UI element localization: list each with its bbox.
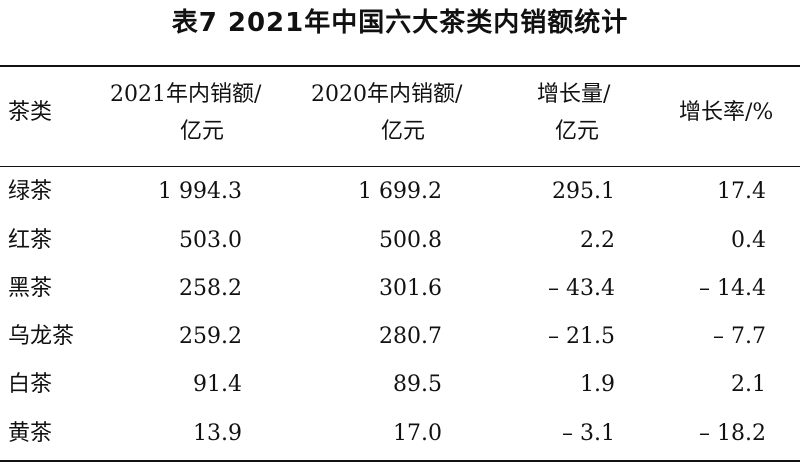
row-sales-2021: 91.4 bbox=[193, 372, 242, 397]
header-growth-line1: 增长量/ bbox=[537, 82, 611, 107]
table-bottom-rule bbox=[0, 460, 800, 462]
row-sales-2020: 301.6 bbox=[379, 276, 442, 301]
row-sales-2021: 259.2 bbox=[179, 324, 242, 349]
row-sales-2020: 89.5 bbox=[393, 372, 442, 397]
row-growth: – 3.1 bbox=[562, 421, 615, 446]
row-rate: 2.1 bbox=[731, 372, 766, 397]
row-growth: 2.2 bbox=[580, 228, 615, 253]
header-category-label: 茶类 bbox=[8, 100, 53, 125]
row-sales-2020: 1 699.2 bbox=[358, 179, 442, 204]
row-sales-2021: 503.0 bbox=[179, 228, 242, 253]
row-rate: – 7.7 bbox=[713, 324, 766, 349]
row-growth: 1.9 bbox=[580, 372, 615, 397]
table-header-rule bbox=[0, 166, 800, 167]
row-rate: – 18.2 bbox=[699, 421, 766, 446]
header-category: 茶类 bbox=[8, 94, 52, 131]
table-row: 红茶 503.0 500.8 2.2 0.4 bbox=[0, 216, 800, 265]
row-growth: – 21.5 bbox=[548, 324, 615, 349]
row-name: 红茶 bbox=[8, 228, 53, 253]
row-name: 白茶 bbox=[8, 372, 53, 397]
row-sales-2020: 17.0 bbox=[393, 421, 442, 446]
header-rate-label: 增长率/% bbox=[679, 100, 774, 125]
row-rate: 0.4 bbox=[731, 228, 766, 253]
header-growth-line2: 亿元 bbox=[555, 119, 600, 144]
row-rate: 17.4 bbox=[717, 179, 766, 204]
table-top-rule bbox=[0, 65, 800, 67]
row-growth: – 43.4 bbox=[548, 276, 615, 301]
header-sales-2021-line2: 亿元 bbox=[180, 119, 225, 144]
row-sales-2021: 1 994.3 bbox=[158, 179, 242, 204]
table-row: 黑茶 258.2 301.6 – 43.4 – 14.4 bbox=[0, 264, 800, 313]
table-row: 绿茶 1 994.3 1 699.2 295.1 17.4 bbox=[0, 167, 800, 216]
row-rate: – 14.4 bbox=[699, 276, 766, 301]
header-sales-2021-line1: 2021年内销额/ bbox=[110, 82, 262, 107]
table-row: 乌龙茶 259.2 280.7 – 21.5 – 7.7 bbox=[0, 312, 800, 361]
table-row: 白茶 91.4 89.5 1.9 2.1 bbox=[0, 360, 800, 409]
row-growth: 295.1 bbox=[552, 179, 615, 204]
row-sales-2021: 258.2 bbox=[179, 276, 242, 301]
header-rate: 增长率/% bbox=[679, 94, 773, 131]
header-sales-2021: 2021年内销额/ 亿元 bbox=[110, 76, 261, 150]
header-sales-2020-line1: 2020年内销额/ bbox=[311, 82, 463, 107]
header-sales-2020-line2: 亿元 bbox=[381, 119, 426, 144]
row-sales-2020: 280.7 bbox=[379, 324, 442, 349]
table-row: 黄茶 13.9 17.0 – 3.1 – 18.2 bbox=[0, 409, 800, 458]
row-name: 乌龙茶 bbox=[8, 324, 75, 349]
row-name: 绿茶 bbox=[8, 179, 53, 204]
row-name: 黄茶 bbox=[8, 421, 53, 446]
header-sales-2020: 2020年内销额/ 亿元 bbox=[311, 76, 462, 150]
row-sales-2020: 500.8 bbox=[379, 228, 442, 253]
row-name: 黑茶 bbox=[8, 276, 53, 301]
table-title: 表7 2021年中国六大茶类内销额统计 bbox=[171, 8, 629, 38]
header-growth: 增长量/ 亿元 bbox=[537, 76, 610, 150]
row-sales-2021: 13.9 bbox=[193, 421, 242, 446]
